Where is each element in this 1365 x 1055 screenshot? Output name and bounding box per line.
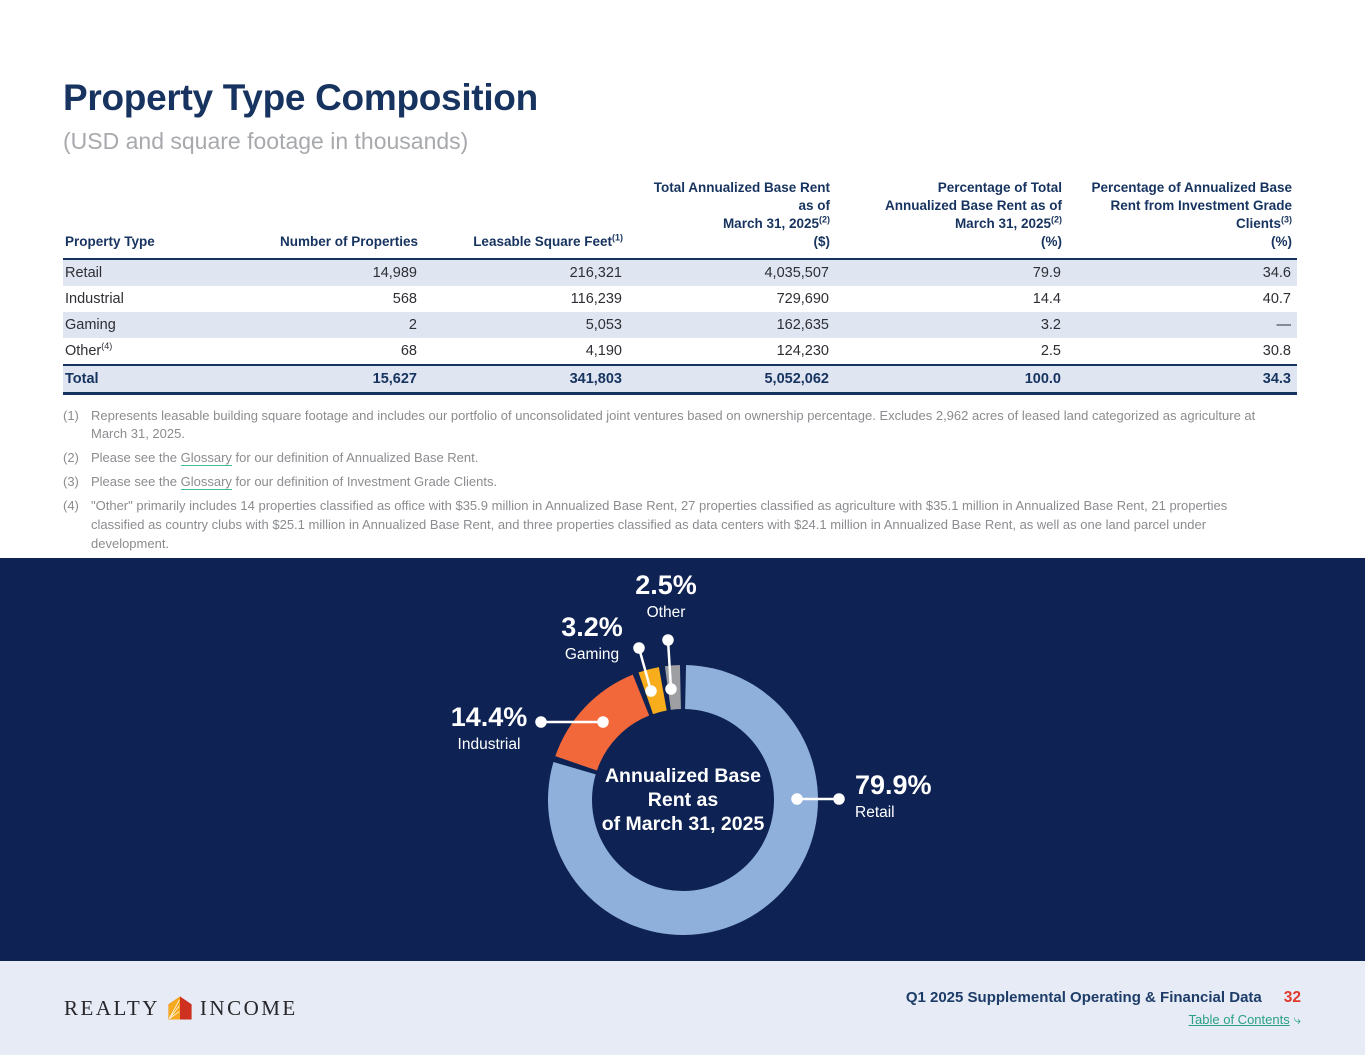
table-header-row: Property Type Number of Properties Leasa… — [63, 179, 1297, 259]
footnote-4: (4) "Other" primarily includes 14 proper… — [63, 497, 1228, 551]
page-footer: REALTY INCOME Q1 2025 Supplemental Opera… — [0, 961, 1365, 1055]
property-type-table: Property Type Number of Properties Leasa… — [63, 179, 1297, 395]
table-row-gaming: Gaming 2 5,053 162,635 3.2 — — [63, 311, 1297, 338]
table-row-other: Other(4) 68 4,190 124,230 2.5 30.8 — [65, 340, 1291, 359]
table-of-contents-link[interactable]: Table of Contents — [1188, 1012, 1290, 1027]
callout-lines — [535, 634, 845, 805]
col-header-total-annualized-base-rent: Total Annualized Base Rent as of March 3… — [653, 179, 830, 250]
footnote-3: (3) Please see the Glossary for our defi… — [63, 474, 498, 491]
realty-income-logo: REALTY INCOME — [64, 995, 298, 1021]
logo-text-realty: REALTY — [64, 995, 160, 1020]
chart-label-gaming: 3.2% Gaming — [561, 612, 623, 664]
page-subtitle: (USD and square footage in thousands) — [63, 127, 469, 154]
col-header-percentage-of-total-abr: Percentage of Total Annualized Base Rent… — [884, 179, 1062, 250]
document-title: Q1 2025 Supplemental Operating & Financi… — [905, 988, 1262, 1006]
chart-label-retail: 79.9% Retail — [855, 770, 932, 822]
house-icon — [168, 996, 192, 1020]
table-row-retail: Retail 14,989 216,321 4,035,507 79.9 34.… — [63, 258, 1297, 286]
table-row-industrial: Industrial 568 116,239 729,690 14.4 40.7 — [65, 290, 1291, 307]
col-header-number-of-properties: Number of Properties — [279, 234, 418, 250]
page-number: 32 — [1283, 988, 1301, 1006]
glossary-link[interactable]: Glossary — [180, 450, 232, 467]
glossary-link[interactable]: Glossary — [180, 474, 232, 491]
footnote-2: (2) Please see the Glossary for our defi… — [63, 450, 479, 467]
col-header-property-type: Property Type — [65, 234, 155, 250]
table-section: Property Type Composition (USD and squar… — [63, 77, 1297, 554]
page-title: Property Type Composition — [63, 77, 538, 118]
logo-text-income: INCOME — [199, 995, 298, 1020]
chart-label-industrial: 14.4% Industrial — [450, 702, 528, 754]
table-row-total: Total 15,627 341,803 5,052,062 100.0 34.… — [63, 363, 1297, 395]
toc-arrow-icon: ⤷ — [1293, 1011, 1301, 1027]
footer-right: Q1 2025 Supplemental Operating & Financi… — [906, 989, 1301, 1028]
donut-segment-retail — [548, 665, 818, 935]
donut-center-label: Annualized Base Rent as of March 31, 202… — [601, 765, 765, 835]
footnotes: (1) Represents leasable building square … — [63, 407, 1268, 554]
donut-chart-section: 2.5% Other 3.2% Gaming 14.4% Industrial … — [0, 558, 1365, 961]
footnote-1: (1) Represents leasable building square … — [63, 407, 1256, 442]
chart-label-other: 2.5% Other — [635, 570, 697, 622]
col-header-investment-grade-percentage: Percentage of Annualized Base Rent from … — [1091, 179, 1292, 250]
col-header-leasable-square-feet: Leasable Square Feet(1) — [473, 232, 623, 250]
